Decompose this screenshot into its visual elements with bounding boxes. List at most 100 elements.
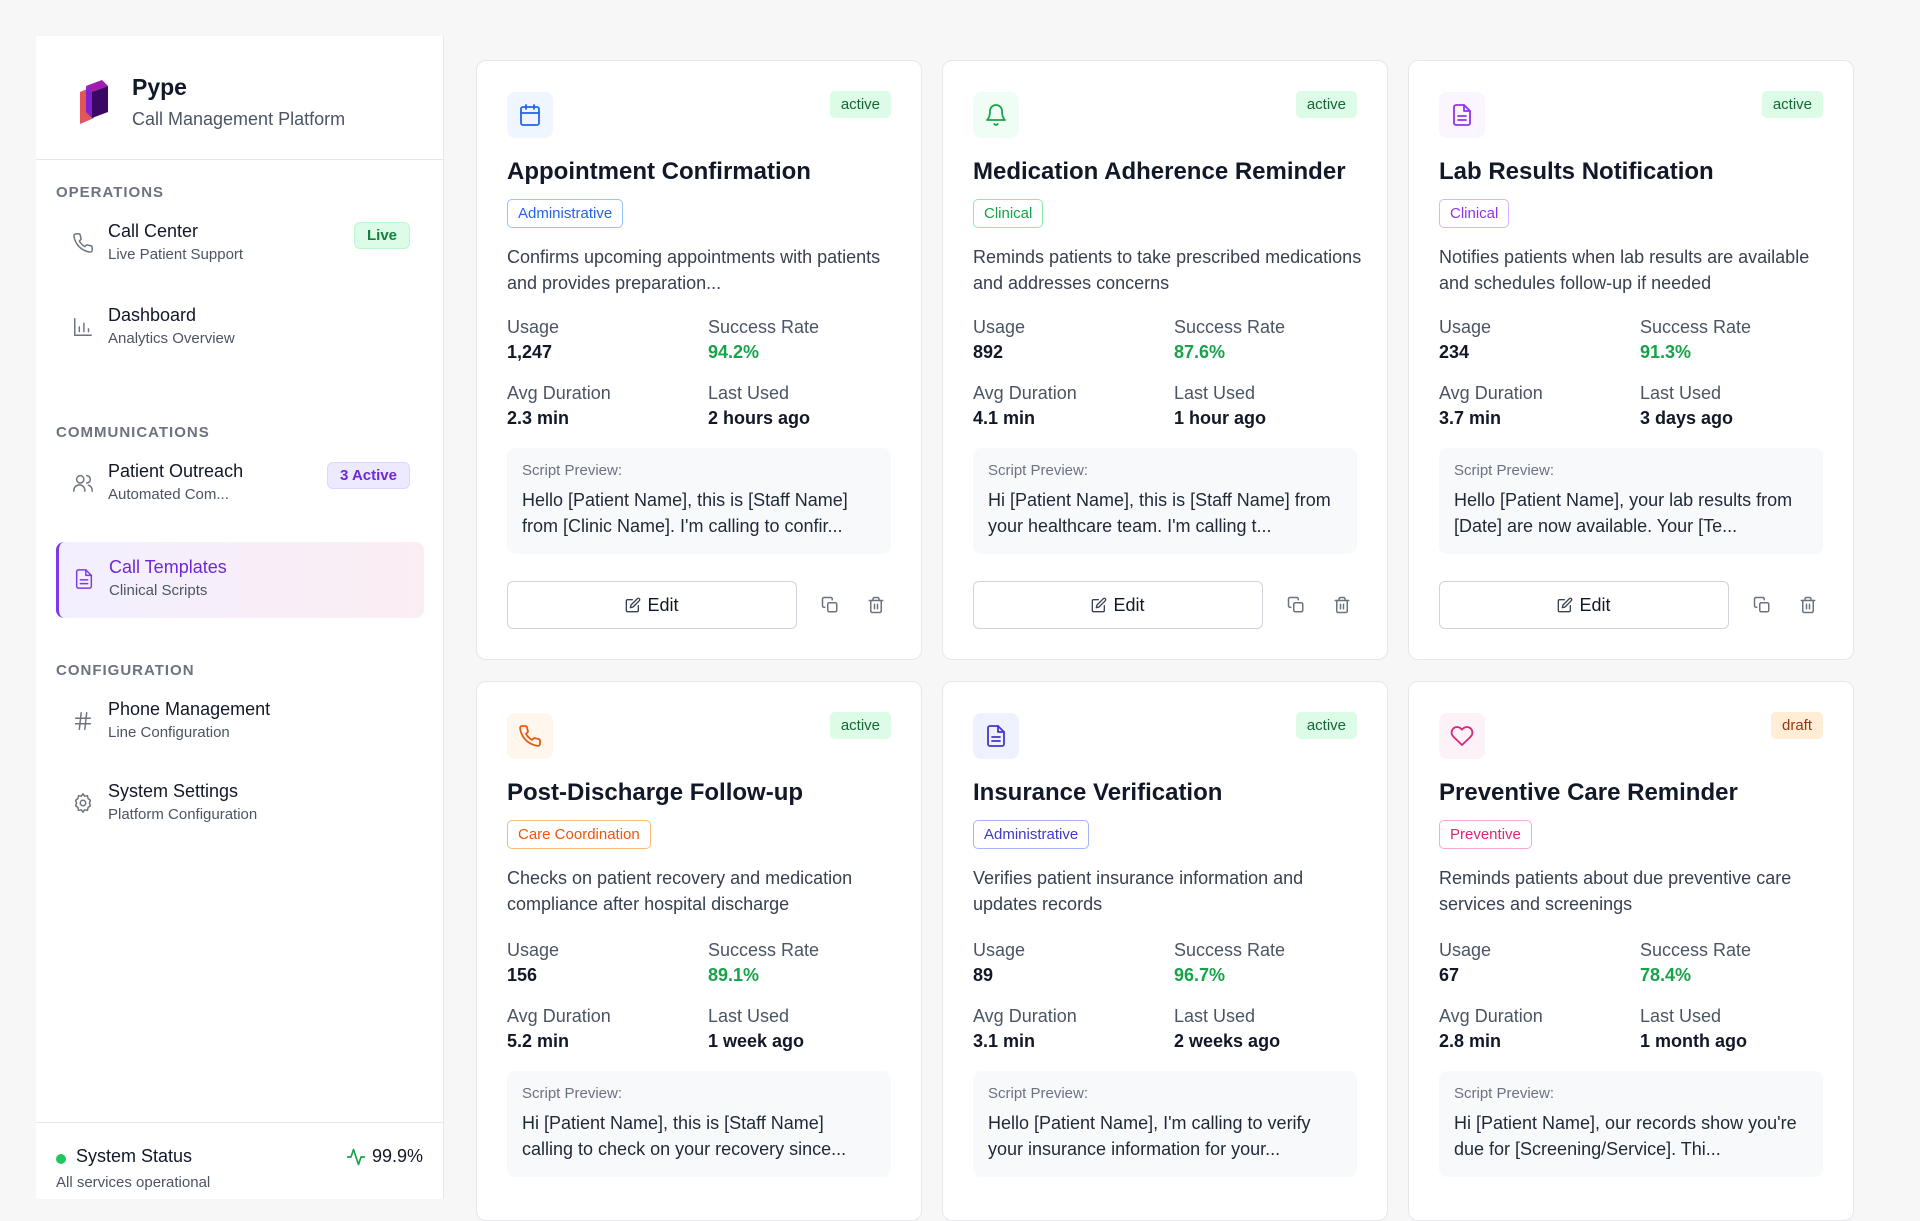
usage-label: Usage xyxy=(1439,940,1492,960)
success-rate-value: 87.6% xyxy=(1174,342,1226,362)
script-preview-text: Hi [Patient Name], this is [Staff Name] … xyxy=(988,490,1331,536)
trash-icon[interactable] xyxy=(867,596,885,614)
document-icon xyxy=(75,569,93,589)
script-preview-label: Script Preview: xyxy=(1454,1085,1555,1102)
sidebar-divider xyxy=(36,159,443,160)
last-used-value: 1 hour ago xyxy=(1174,408,1267,428)
template-description: Confirms upcoming appointments with pati… xyxy=(507,247,881,293)
avg-duration-label: Avg Duration xyxy=(1439,383,1543,403)
script-preview: Script Preview: Hi [Patient Name], this … xyxy=(973,448,1357,554)
success-rate-value: 91.3% xyxy=(1640,342,1692,362)
last-used-label: Last Used xyxy=(708,383,790,403)
template-description: Verifies patient insurance information a… xyxy=(973,868,1304,914)
edit-button[interactable]: Edit xyxy=(507,581,797,629)
script-preview-text: Hello [Patient Name], I'm calling to ver… xyxy=(988,1113,1311,1159)
sidebar-item-title: Phone Management xyxy=(108,699,271,719)
last-used-label: Last Used xyxy=(1174,383,1256,403)
success-rate-label: Success Rate xyxy=(1640,317,1752,337)
usage-label: Usage xyxy=(507,940,560,960)
status-badge: active xyxy=(1761,91,1823,118)
last-used-value: 1 week ago xyxy=(708,1031,805,1051)
usage-value: 234 xyxy=(1439,342,1470,362)
section-title-configuration: CONFIGURATION xyxy=(56,662,195,679)
trash-icon[interactable] xyxy=(1799,596,1817,614)
usage-value: 892 xyxy=(973,342,1004,362)
sidebar-item-phone-management[interactable]: Phone Management Line Configuration xyxy=(56,684,424,760)
document-icon xyxy=(1453,104,1471,126)
sidebar: Pype Call Management Platform OPERATIONS… xyxy=(36,36,444,1199)
sidebar-item-title: Call Center xyxy=(108,221,199,241)
edit-icon xyxy=(626,597,641,613)
sidebar-item-call-center[interactable]: Call Center Live Patient Support Live xyxy=(56,206,424,282)
category-tag: Administrative xyxy=(507,199,624,228)
sidebar-item-title: Call Templates xyxy=(109,557,227,577)
template-description: Reminds patients to take prescribed medi… xyxy=(973,247,1362,293)
script-preview-label: Script Preview: xyxy=(1454,462,1555,479)
card-icon-badge xyxy=(1439,92,1485,138)
activity-icon xyxy=(346,1148,366,1165)
sidebar-item-system-settings[interactable]: System Settings Platform Configuration xyxy=(56,766,424,842)
last-used-label: Last Used xyxy=(1174,1006,1256,1026)
usage-label: Usage xyxy=(507,317,560,337)
template-card: draft Preventive Care Reminder Preventiv… xyxy=(1408,681,1854,1221)
usage-value: 89 xyxy=(973,965,994,985)
avg-duration-value: 3.1 min xyxy=(973,1031,1036,1051)
copy-icon[interactable] xyxy=(1753,596,1771,614)
bell-icon xyxy=(986,104,1006,126)
category-tag: Care Coordination xyxy=(507,820,651,849)
template-description: Checks on patient recovery and medicatio… xyxy=(507,868,853,914)
avg-duration-value: 3.7 min xyxy=(1439,408,1502,428)
users-icon xyxy=(73,474,93,492)
script-preview-text: Hi [Patient Name], our records show you'… xyxy=(1454,1113,1797,1159)
success-rate-label: Success Rate xyxy=(1174,317,1286,337)
sidebar-item-patient-outreach[interactable]: Patient Outreach Automated Com... 3 Acti… xyxy=(56,446,424,522)
sidebar-item-subtitle: Analytics Overview xyxy=(108,330,235,347)
last-used-value: 2 weeks ago xyxy=(1174,1031,1281,1051)
edit-icon xyxy=(1092,597,1107,613)
last-used-value: 1 month ago xyxy=(1640,1031,1747,1051)
script-preview-label: Script Preview: xyxy=(988,462,1089,479)
edit-button-label: Edit xyxy=(1579,594,1611,615)
uptime-value: 99.9% xyxy=(371,1146,423,1166)
edit-button-label: Edit xyxy=(647,594,679,615)
success-rate-label: Success Rate xyxy=(708,940,820,960)
sidebar-item-call-templates[interactable]: Call Templates Clinical Scripts xyxy=(56,542,424,618)
template-description: Reminds patients about due preventive ca… xyxy=(1439,868,1792,914)
copy-icon[interactable] xyxy=(1287,596,1305,614)
live-badge: Live xyxy=(353,222,410,249)
edit-button[interactable]: Edit xyxy=(973,581,1263,629)
template-title: Appointment Confirmation xyxy=(507,158,811,185)
template-card: active Insurance Verification Administra… xyxy=(942,681,1388,1221)
phone-icon xyxy=(73,233,93,253)
brand-name: Pype xyxy=(132,74,187,100)
card-icon-badge xyxy=(1439,713,1485,759)
edit-button[interactable]: Edit xyxy=(1439,581,1729,629)
template-title: Preventive Care Reminder xyxy=(1439,779,1738,806)
usage-value: 67 xyxy=(1439,965,1460,985)
template-title: Insurance Verification xyxy=(973,779,1223,806)
sidebar-item-subtitle: Clinical Scripts xyxy=(109,582,208,599)
script-preview: Script Preview: Hi [Patient Name], our r… xyxy=(1439,1071,1823,1177)
trash-icon[interactable] xyxy=(1333,596,1351,614)
sidebar-item-title: Dashboard xyxy=(108,305,197,325)
success-rate-value: 89.1% xyxy=(708,965,760,985)
avg-duration-value: 2.8 min xyxy=(1439,1031,1502,1051)
last-used-label: Last Used xyxy=(1640,383,1722,403)
category-tag: Clinical xyxy=(1439,199,1510,228)
template-title: Lab Results Notification xyxy=(1439,158,1714,185)
sidebar-item-subtitle: Live Patient Support xyxy=(108,246,244,263)
last-used-label: Last Used xyxy=(1640,1006,1722,1026)
brand: Pype Call Management Platform xyxy=(72,72,345,130)
copy-icon[interactable] xyxy=(821,596,839,614)
category-tag: Clinical xyxy=(973,199,1044,228)
edit-button-label: Edit xyxy=(1113,594,1145,615)
usage-label: Usage xyxy=(1439,317,1492,337)
template-description: Notifies patients when lab results are a… xyxy=(1439,247,1810,293)
avg-duration-label: Avg Duration xyxy=(1439,1006,1543,1026)
sidebar-item-subtitle: Line Configuration xyxy=(108,724,230,741)
pype-logo-icon xyxy=(80,80,108,124)
script-preview-label: Script Preview: xyxy=(522,1085,623,1102)
script-preview-text: Hello [Patient Name], your lab results f… xyxy=(1454,490,1793,536)
script-preview: Script Preview: Hello [Patient Name], th… xyxy=(507,448,891,554)
sidebar-item-dashboard[interactable]: Dashboard Analytics Overview xyxy=(56,290,424,366)
